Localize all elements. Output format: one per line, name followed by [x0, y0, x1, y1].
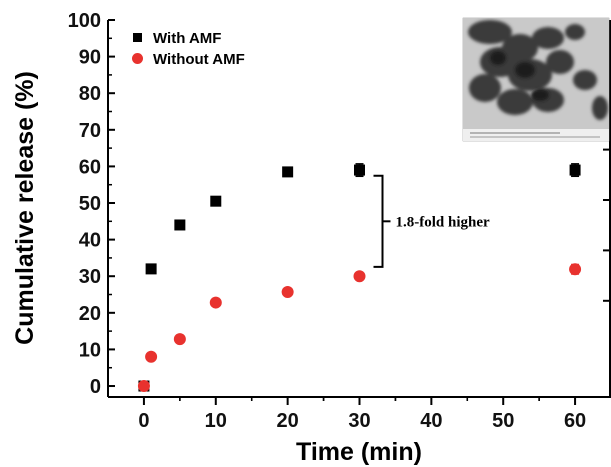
data-point	[137, 380, 150, 393]
x-axis-title: Time (min)	[296, 438, 422, 466]
data-point	[281, 285, 294, 298]
fold-change-annotation: 1.8-fold higher	[373, 174, 491, 268]
y-tick-label: 30	[79, 266, 101, 288]
x-tick-label: 50	[492, 410, 514, 432]
y-tick-label: 50	[79, 193, 101, 215]
x-tick-labels: 0 10 20 30 40 50 60	[138, 410, 586, 432]
x-tick-label: 10	[205, 410, 227, 432]
annotation-bracket	[373, 174, 384, 268]
y-tick-label: 40	[79, 230, 101, 252]
data-point	[173, 333, 186, 346]
legend-label-with-amf: With AMF	[153, 30, 221, 47]
data-point	[145, 263, 157, 275]
series-without-amf	[137, 263, 582, 393]
right-axis-ticks	[603, 98, 610, 302]
data-point	[354, 164, 365, 176]
data-point	[174, 219, 186, 231]
annotation-label: 1.8-fold higher	[396, 214, 491, 230]
y-tick-label: 10	[79, 339, 101, 361]
x-tick-label: 0	[138, 410, 149, 432]
data-point	[145, 350, 158, 363]
legend-marker-without-amf	[132, 53, 143, 64]
y-tick-labels: 0 10 20 30 40 50 60 70 80 90 100	[68, 10, 101, 398]
x-tick-label: 60	[564, 410, 586, 432]
legend-marker-with-amf	[133, 33, 142, 42]
data-point	[282, 166, 294, 178]
legend: With AMF Without AMF	[132, 30, 245, 68]
y-tick-label: 70	[79, 120, 101, 142]
x-tick-label: 30	[348, 410, 370, 432]
y-tick-label: 90	[79, 47, 101, 69]
inset-microscopy-image	[462, 17, 610, 142]
data-point	[569, 263, 582, 276]
data-point	[569, 164, 581, 176]
data-point	[353, 270, 366, 283]
y-tick-label: 80	[79, 83, 101, 105]
y-tick-label: 60	[79, 156, 101, 178]
x-tick-label: 20	[277, 410, 299, 432]
x-tick-label: 40	[420, 410, 442, 432]
data-point	[209, 296, 222, 309]
data-point	[210, 195, 222, 207]
y-axis-title: Cumulative release (%)	[11, 71, 39, 345]
data-series	[137, 163, 582, 393]
y-tick-label: 0	[90, 376, 101, 398]
y-tick-label: 20	[79, 303, 101, 325]
y-tick-label: 100	[68, 10, 101, 32]
legend-label-without-amf: Without AMF	[153, 51, 245, 68]
